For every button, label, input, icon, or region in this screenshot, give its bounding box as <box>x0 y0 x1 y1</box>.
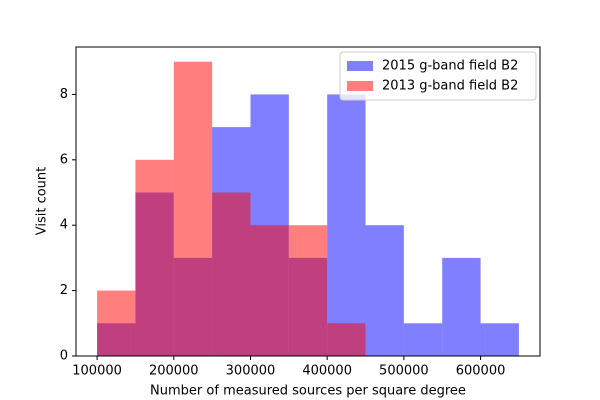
histogram-bar <box>365 225 404 356</box>
histogram-bar <box>135 159 174 356</box>
histogram-bar <box>403 323 443 356</box>
y-tick-label: 4 <box>60 218 68 233</box>
y-tick-label: 6 <box>60 152 68 167</box>
legend-swatch <box>347 61 373 71</box>
histogram-bar <box>97 290 136 356</box>
histogram-bar <box>212 192 251 356</box>
histogram-bar <box>480 323 519 356</box>
histogram-bar <box>173 61 213 356</box>
plot-frame <box>75 46 541 357</box>
y-tick-label: 0 <box>60 349 68 364</box>
y-axis-label: Visit count <box>35 167 50 236</box>
x-tick-label: 300000 <box>226 364 276 379</box>
histogram-bar <box>327 323 366 356</box>
x-tick-label: 200000 <box>149 364 199 379</box>
legend-label: 2015 g-band field B2 <box>382 59 518 74</box>
x-tick-label: 500000 <box>379 364 429 379</box>
legend-label: 2013 g-band field B2 <box>382 79 518 94</box>
histogram-bar <box>250 225 289 356</box>
y-tick-label: 2 <box>60 283 68 298</box>
histogram-bar <box>442 257 481 356</box>
x-tick-label: 600000 <box>456 364 506 379</box>
histogram-bar <box>288 225 328 356</box>
histogram-bar <box>327 94 366 357</box>
legend-box <box>339 51 537 101</box>
y-tick-label: 8 <box>60 87 68 102</box>
legend-swatch <box>347 81 373 91</box>
x-tick-label: 400000 <box>302 364 352 379</box>
x-tick-label: 100000 <box>72 364 122 379</box>
x-axis-label: Number of measured sources per square de… <box>150 384 466 399</box>
